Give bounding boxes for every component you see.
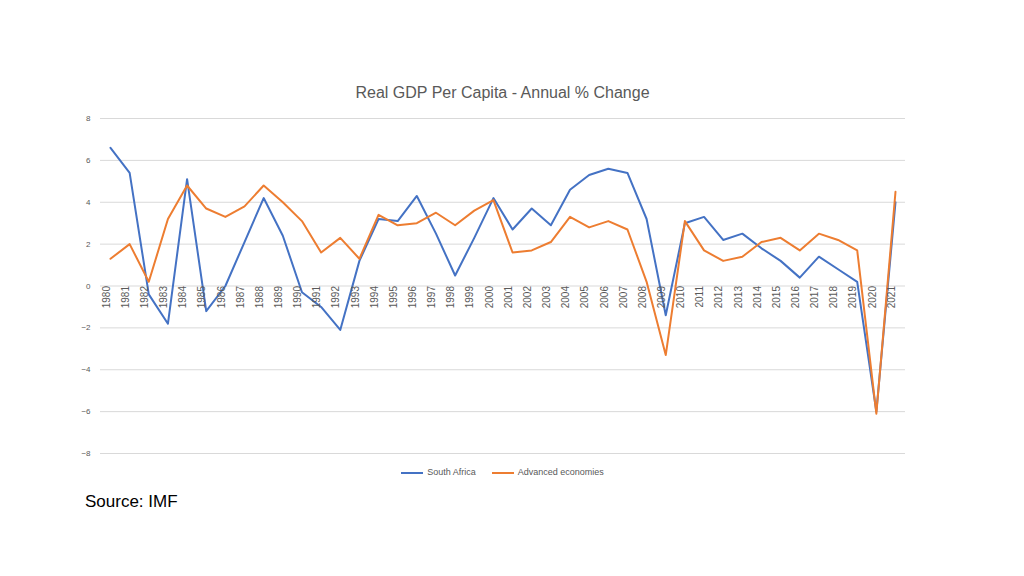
svg-text:1991: 1991 <box>311 286 322 309</box>
svg-text:1994: 1994 <box>369 286 380 309</box>
svg-text:1990: 1990 <box>292 286 303 309</box>
svg-text:2017: 2017 <box>809 286 820 309</box>
svg-text:2008: 2008 <box>637 286 648 309</box>
svg-text:2005: 2005 <box>579 286 590 309</box>
svg-text:−2: −2 <box>81 323 91 332</box>
svg-text:−8: −8 <box>81 449 91 458</box>
svg-text:2002: 2002 <box>522 286 533 309</box>
svg-text:2: 2 <box>86 240 91 249</box>
svg-text:1992: 1992 <box>330 286 341 309</box>
svg-text:2006: 2006 <box>599 286 610 309</box>
svg-text:−6: −6 <box>81 407 91 416</box>
svg-text:2016: 2016 <box>790 286 801 309</box>
svg-text:2003: 2003 <box>541 286 552 309</box>
svg-text:2009: 2009 <box>656 286 667 309</box>
svg-text:2015: 2015 <box>771 286 782 309</box>
svg-text:1996: 1996 <box>407 286 418 309</box>
svg-text:−4: −4 <box>81 365 91 374</box>
svg-text:2007: 2007 <box>618 286 629 309</box>
html-text:South Africa: South Africa <box>427 467 476 477</box>
svg-text:2010: 2010 <box>675 286 686 309</box>
svg-text:1995: 1995 <box>388 286 399 309</box>
svg-text:1999: 1999 <box>464 286 475 309</box>
svg-text:2018: 2018 <box>828 286 839 309</box>
svg-text:1987: 1987 <box>235 286 246 309</box>
svg-text:1984: 1984 <box>177 286 188 309</box>
svg-text:1982: 1982 <box>139 286 150 309</box>
svg-text:1997: 1997 <box>426 286 437 309</box>
svg-text:2014: 2014 <box>752 286 763 309</box>
svg-text:2011: 2011 <box>694 286 705 308</box>
svg-text:1998: 1998 <box>445 286 456 309</box>
svg-text:4: 4 <box>86 198 91 207</box>
svg-text:2000: 2000 <box>484 286 495 309</box>
svg-text:1985: 1985 <box>196 286 207 309</box>
svg-text:2020: 2020 <box>867 286 878 309</box>
svg-text:2004: 2004 <box>560 286 571 309</box>
svg-text:8: 8 <box>86 114 91 123</box>
svg-text:1983: 1983 <box>158 286 169 309</box>
svg-text:2012: 2012 <box>713 286 724 309</box>
svg-text:2021: 2021 <box>886 286 897 309</box>
svg-text:1981: 1981 <box>120 286 131 309</box>
svg-text:1993: 1993 <box>350 286 361 309</box>
svg-text:1980: 1980 <box>101 286 112 309</box>
html-text:Advanced economies: Advanced economies <box>517 467 604 477</box>
svg-text:2013: 2013 <box>733 286 744 309</box>
svg-text:1988: 1988 <box>254 286 265 309</box>
svg-text:6: 6 <box>86 156 91 165</box>
svg-text:1986: 1986 <box>216 286 227 309</box>
html-text:Source: IMF: Source: IMF <box>85 492 178 511</box>
svg-text:2001: 2001 <box>503 286 514 309</box>
html-text:Real GDP Per Capita - Annual %: Real GDP Per Capita - Annual % Change <box>355 84 650 101</box>
svg-text:0: 0 <box>86 282 91 291</box>
svg-text:1989: 1989 <box>273 286 284 309</box>
svg-text:2019: 2019 <box>847 286 858 309</box>
